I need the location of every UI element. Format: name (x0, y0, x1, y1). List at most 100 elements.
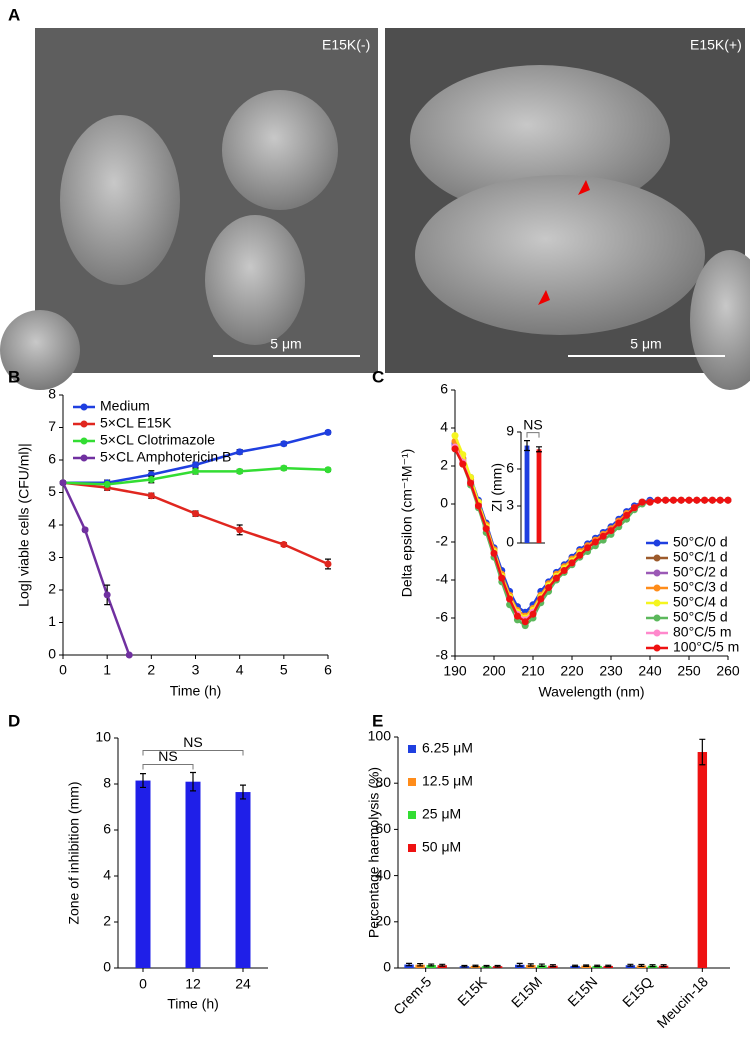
y-tick-label: -2 (436, 533, 449, 549)
legend-label: 80°C/5 m (673, 624, 732, 640)
error-bar (140, 773, 146, 789)
marker (498, 574, 506, 582)
x-tick-label: E15M (508, 973, 545, 1010)
marker (599, 532, 607, 540)
marker (529, 610, 537, 618)
marker (324, 428, 332, 436)
x-axis-label: Time (h) (170, 683, 222, 699)
legend-marker (80, 420, 88, 428)
legend-swatch (408, 844, 416, 852)
significance-bracket (142, 750, 244, 756)
marker (192, 510, 199, 518)
y-tick-label: 8 (48, 386, 56, 402)
y-tick-label: 0 (440, 495, 448, 511)
marker (685, 496, 693, 504)
marker (724, 496, 732, 504)
y-tick-label: 4 (440, 419, 448, 435)
marker (467, 479, 475, 487)
legend-label: 5×CL Amphotericin B (100, 449, 231, 465)
marker (615, 519, 623, 527)
annotation: NS (523, 416, 542, 432)
legend-label: 5×CL Clotrimazole (100, 432, 215, 448)
error-bar (627, 963, 634, 967)
marker (482, 525, 490, 533)
error-bar (524, 440, 530, 452)
marker (576, 551, 584, 559)
micrograph-label: E15K(+) (690, 37, 742, 53)
x-axis-label: Time (h) (167, 996, 219, 1012)
y-tick-label: 9 (506, 423, 514, 439)
legend-marker (653, 629, 661, 637)
bar (524, 445, 530, 543)
error-bar (527, 963, 534, 967)
error-bar (516, 962, 523, 967)
x-tick-label: 2 (147, 662, 155, 678)
legend-marker (653, 599, 661, 607)
legend-marker (653, 644, 661, 652)
legend-label: 50°C/0 d (673, 534, 728, 550)
error-bar (439, 963, 446, 967)
marker (125, 651, 133, 659)
error-bar (699, 738, 706, 766)
y-axis-label: Percentage haemolysis (%) (366, 767, 382, 938)
x-tick-label: 3 (192, 662, 200, 678)
marker (451, 432, 459, 440)
micrograph-label: E15K(-) (322, 37, 370, 53)
x-tick-label: 5 (280, 662, 288, 678)
micrograph: E15K(-) 5 μm (0, 28, 378, 390)
error-bar (536, 446, 542, 453)
marker (521, 618, 529, 626)
y-tick-label: 10 (95, 729, 111, 745)
legend-swatch (408, 778, 416, 786)
scale-bar-label: 5 μm (270, 336, 301, 352)
marker (192, 467, 199, 475)
x-axis-label: Wavelength (nm) (538, 684, 644, 700)
legend-label: 50°C/5 d (673, 609, 728, 625)
error-bar (494, 964, 501, 968)
marker (701, 496, 709, 504)
x-tick-label: 0 (59, 662, 67, 678)
x-tick-label: Crem-5 (390, 973, 434, 1017)
marker (662, 496, 670, 504)
panel-label: C (372, 367, 384, 386)
x-tick-label: 250 (677, 663, 701, 679)
marker (708, 496, 716, 504)
marker (607, 527, 615, 535)
marker (513, 612, 521, 620)
x-tick-label: Meucin-18 (654, 973, 712, 1031)
marker (638, 498, 646, 506)
marker (103, 591, 111, 599)
legend-marker (653, 569, 661, 577)
x-tick-label: 210 (521, 663, 545, 679)
legend-marker (653, 614, 661, 622)
y-tick-label: 6 (506, 460, 514, 476)
y-tick-label: 5 (48, 483, 56, 499)
y-tick-label: 0 (48, 646, 56, 662)
marker (103, 480, 111, 488)
legend-marker (653, 584, 661, 592)
error-bar (406, 962, 413, 967)
x-tick-label: 6 (324, 662, 332, 678)
y-tick-label: 2 (48, 581, 56, 597)
y-tick-label: 40 (375, 866, 391, 882)
x-tick-label: E15N (564, 973, 600, 1009)
bar (135, 780, 151, 968)
marker (552, 574, 560, 582)
y-tick-label: -8 (436, 647, 449, 663)
error-bar (538, 963, 545, 967)
y-tick-label: 80 (375, 774, 391, 790)
error-bar (583, 964, 590, 967)
error-bar (649, 964, 656, 968)
marker (280, 464, 288, 472)
error-bar (549, 964, 556, 968)
y-tick-label: 6 (103, 821, 111, 837)
error-bar (240, 784, 246, 800)
error-bar (572, 964, 579, 968)
marker (506, 595, 514, 603)
marker (623, 511, 631, 519)
y-tick-label: -6 (436, 609, 449, 625)
error-bar (417, 963, 424, 967)
marker (280, 541, 288, 548)
error-bar (461, 964, 468, 968)
